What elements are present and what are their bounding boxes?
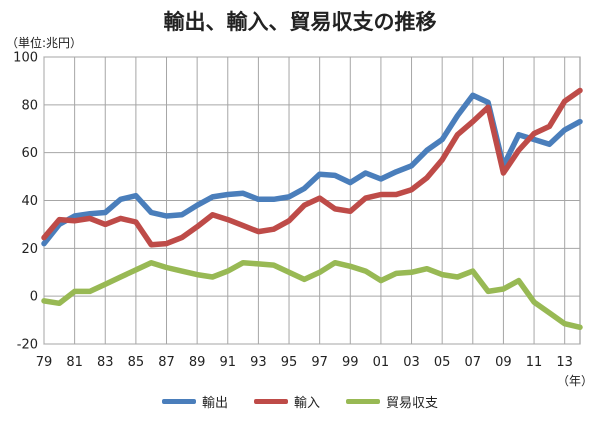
legend-item-trade-balance: 貿易収支	[346, 392, 438, 411]
series-line-1	[41, 87, 583, 248]
y-tick-label: 0	[30, 290, 38, 305]
series-lines	[41, 87, 583, 331]
chart-title: 輸出、輸入、貿易収支の推移	[163, 10, 437, 34]
series-line-2	[41, 259, 583, 331]
x-tick-label: 95	[281, 355, 298, 370]
y-tick-label: 40	[21, 194, 38, 209]
legend-swatch-imports	[253, 398, 288, 404]
x-tick-label: 85	[128, 355, 145, 370]
y-tick-label: 80	[21, 98, 38, 113]
legend-swatch-exports	[161, 398, 196, 404]
x-tick-label: 07	[465, 355, 482, 370]
x-tick-label: 89	[189, 355, 206, 370]
legend-item-exports: 輸出	[161, 392, 228, 411]
y-tick-label: 100	[13, 51, 38, 66]
x-unit-label: （年）	[557, 374, 594, 388]
y-tick-label: 20	[21, 242, 38, 257]
x-tick-label: 99	[342, 355, 359, 370]
legend-label-exports: 輸出	[201, 395, 228, 411]
x-tick-label: 01	[373, 355, 390, 370]
x-tick-label: 83	[97, 355, 114, 370]
x-tick-label: 93	[250, 355, 267, 370]
x-tick-label: 79	[36, 355, 53, 370]
y-tick-labels: 100 80 60 40 20 0 -20	[13, 51, 38, 353]
x-tick-label: 03	[403, 355, 420, 370]
legend-label-imports: 輸入	[293, 395, 320, 411]
x-tick-label: 11	[526, 355, 543, 370]
y-tick-label: -20	[17, 338, 38, 353]
y-tick-label: 60	[21, 146, 38, 161]
legend: 輸出 輸入 貿易収支	[0, 390, 600, 412]
x-tick-label: 81	[66, 355, 83, 370]
x-tick-label: 91	[219, 355, 236, 370]
x-tick-label: 09	[495, 355, 512, 370]
x-tick-label: 13	[556, 355, 573, 370]
y-unit-label: （単位:兆円）	[6, 36, 83, 50]
legend-swatch-trade-balance	[346, 398, 380, 404]
legend-item-imports: 輸入	[253, 392, 320, 411]
x-tick-label: 05	[434, 355, 451, 370]
legend-label-trade-balance: 貿易収支	[386, 395, 439, 411]
x-tick-label: 87	[158, 355, 175, 370]
x-tick-labels: 79 81 83 85 87 89 91 93 95 97 99 01 03 05 07 09 11 13	[36, 355, 573, 370]
x-tick-label: 97	[311, 355, 328, 370]
